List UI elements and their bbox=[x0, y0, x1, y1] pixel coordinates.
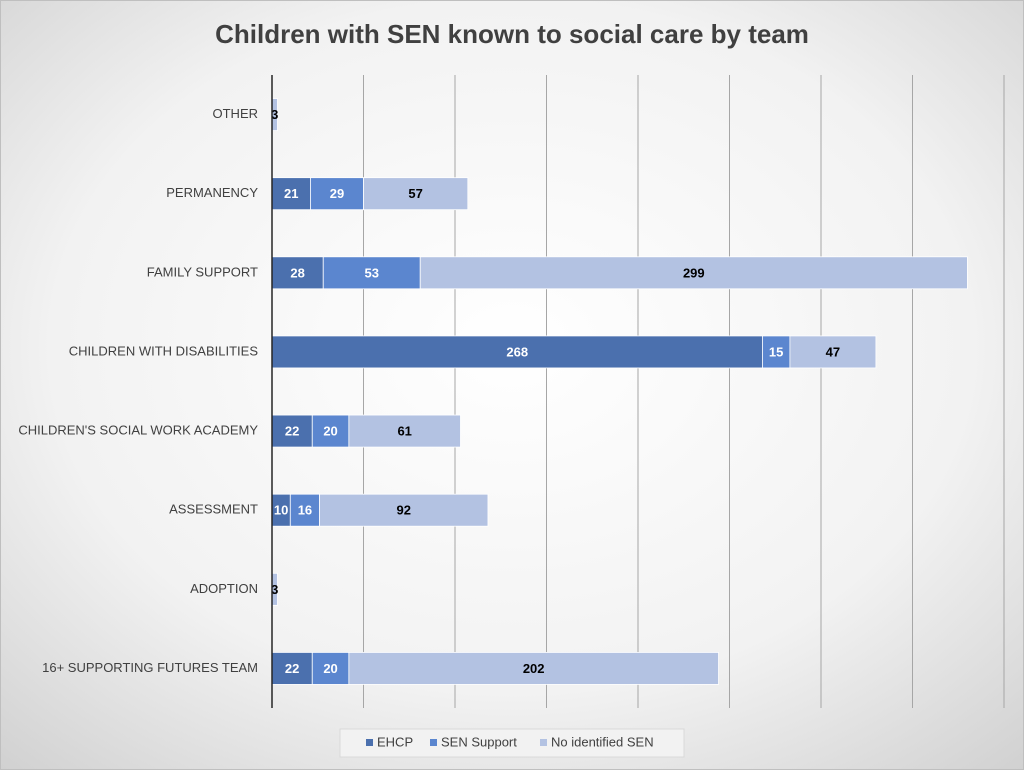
data-label: 3 bbox=[271, 582, 278, 597]
y-tick-label: FAMILY SUPPORT bbox=[147, 264, 258, 279]
legend-swatch bbox=[366, 739, 373, 746]
bar-segment bbox=[363, 177, 469, 211]
data-label: 299 bbox=[683, 265, 705, 280]
data-label: 15 bbox=[769, 344, 783, 359]
chart-title: Children with SEN known to social care b… bbox=[215, 19, 809, 49]
data-label: 22 bbox=[285, 661, 299, 676]
bar-segment bbox=[348, 652, 719, 685]
data-label: 20 bbox=[323, 661, 337, 676]
bar-segment bbox=[271, 414, 313, 448]
legend-label: No identified SEN bbox=[551, 734, 654, 749]
bar-segment bbox=[319, 493, 489, 527]
bar-segment bbox=[789, 335, 877, 369]
y-tick-label: CHILDREN'S SOCIAL WORK ACADEMY bbox=[18, 423, 258, 438]
data-label: 3 bbox=[271, 107, 278, 122]
bar-segment bbox=[310, 177, 364, 211]
legend-label: EHCP bbox=[377, 734, 413, 749]
y-tick-label: CHILDREN WITH DISABILITIES bbox=[69, 343, 259, 358]
data-label: 202 bbox=[523, 661, 545, 676]
bar-segment bbox=[271, 256, 324, 290]
bar-segment bbox=[322, 256, 421, 290]
data-label: 57 bbox=[408, 186, 422, 201]
data-label: 16 bbox=[298, 503, 312, 518]
legend-swatch bbox=[540, 739, 547, 746]
legend-swatch bbox=[430, 739, 437, 746]
data-label: 20 bbox=[323, 424, 337, 439]
data-label: 22 bbox=[285, 424, 299, 439]
data-label: 268 bbox=[506, 344, 528, 359]
data-label: 21 bbox=[284, 186, 298, 201]
bar-segment bbox=[311, 414, 350, 448]
y-tick-label: OTHER bbox=[213, 106, 259, 121]
data-label: 47 bbox=[826, 344, 840, 359]
y-tick-label: ADOPTION bbox=[190, 581, 258, 596]
legend-label: SEN Support bbox=[441, 734, 517, 749]
y-tick-label: 16+ SUPPORTING FUTURES TEAM bbox=[42, 660, 258, 675]
bar-segment bbox=[348, 414, 461, 448]
data-label: 28 bbox=[290, 265, 304, 280]
y-tick-label: PERMANENCY bbox=[166, 185, 258, 200]
y-tick-label: ASSESSMENT bbox=[169, 502, 258, 517]
bar-segment bbox=[311, 652, 350, 685]
data-label: 53 bbox=[365, 265, 379, 280]
data-label: 61 bbox=[397, 424, 411, 439]
data-label: 10 bbox=[274, 503, 288, 518]
bar-segment bbox=[419, 256, 968, 290]
bar-segment bbox=[271, 335, 763, 369]
data-label: 29 bbox=[330, 186, 344, 201]
legend-box bbox=[339, 728, 685, 758]
data-label: 92 bbox=[397, 503, 411, 518]
bar-segment bbox=[289, 493, 320, 527]
